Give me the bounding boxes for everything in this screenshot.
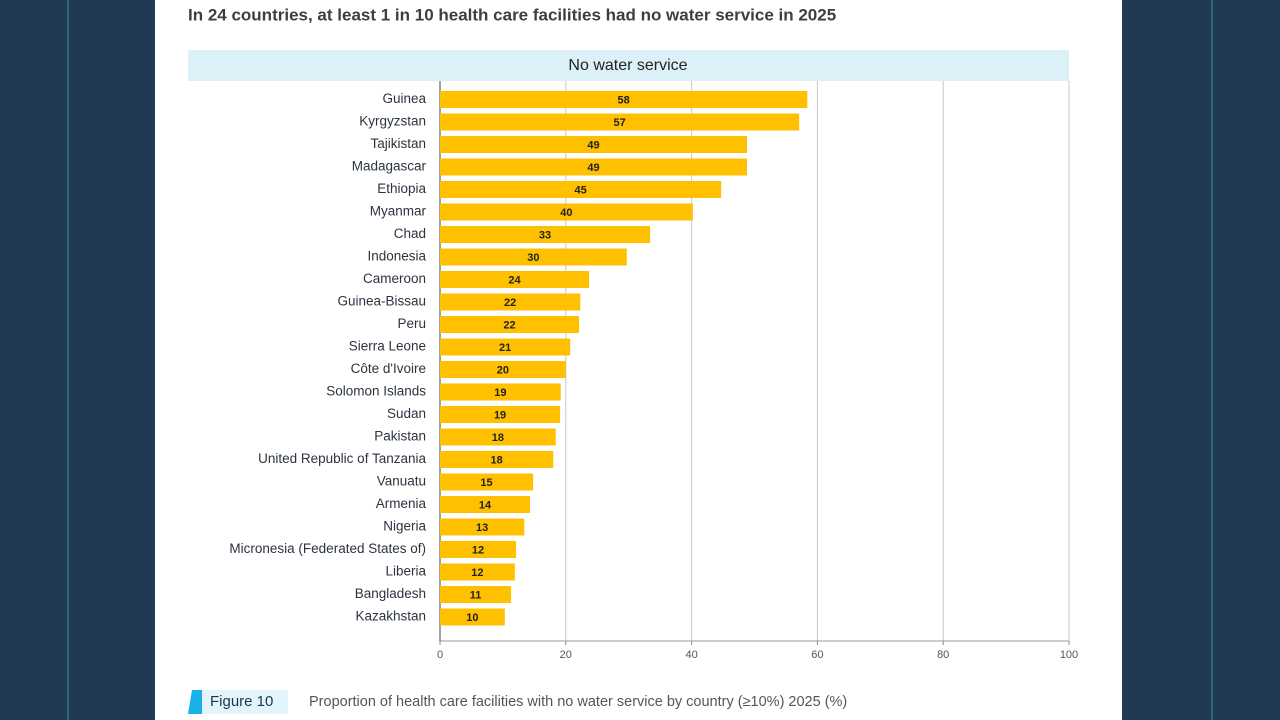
bar — [440, 541, 517, 558]
y-tick-label: Peru — [397, 316, 426, 331]
y-tick-label: United Republic of Tanzania — [258, 451, 426, 466]
y-tick-label: Madagascar — [352, 159, 427, 174]
figure-caption: Proportion of health care facilities wit… — [309, 694, 847, 710]
y-tick-label: Micronesia (Federated States of) — [229, 541, 426, 556]
bar — [440, 383, 561, 401]
figure-label: Figure 10 — [210, 693, 273, 710]
bar — [440, 608, 505, 626]
bar — [440, 563, 515, 581]
y-tick-label: Pakistan — [374, 429, 426, 444]
bar — [440, 113, 800, 131]
value-label: 19 — [494, 409, 506, 421]
value-label: 58 — [618, 94, 630, 106]
bar — [440, 293, 581, 311]
x-tick-label: 40 — [685, 649, 697, 661]
value-label: 49 — [587, 139, 599, 151]
value-label: 12 — [471, 567, 483, 579]
y-tick-label: Sudan — [387, 406, 426, 421]
figure-badge — [202, 690, 288, 714]
value-label: 40 — [560, 207, 572, 219]
y-tick-label: Bangladesh — [355, 586, 426, 601]
value-label: 22 — [503, 319, 515, 331]
y-tick-label: Côte d'Ivoire — [351, 361, 426, 376]
x-tick-label: 0 — [437, 649, 443, 661]
y-tick-label: Liberia — [385, 564, 426, 579]
bar — [440, 136, 747, 153]
y-tick-label: Nigeria — [383, 519, 426, 534]
bar — [440, 203, 693, 221]
y-tick-label: Indonesia — [367, 249, 426, 264]
y-tick-label: Kazakhstan — [355, 609, 426, 624]
y-tick-label: Kyrgyzstan — [359, 114, 426, 129]
value-label: 33 — [539, 229, 551, 241]
y-tick-label: Chad — [394, 226, 426, 241]
value-label: 24 — [508, 274, 521, 286]
value-label: 10 — [466, 612, 478, 624]
x-tick-label: 20 — [560, 649, 572, 661]
value-label: 49 — [587, 162, 599, 174]
x-tick-label: 60 — [811, 649, 823, 661]
y-tick-label: Vanuatu — [377, 474, 426, 489]
bar — [440, 406, 561, 423]
value-label: 15 — [480, 477, 492, 489]
y-tick-label: Guinea-Bissau — [337, 294, 426, 309]
header-band — [188, 50, 1069, 81]
bar — [440, 271, 590, 288]
bar — [440, 428, 556, 446]
bar — [440, 316, 580, 333]
bar — [440, 361, 566, 378]
bar — [440, 496, 530, 513]
value-label: 57 — [613, 117, 625, 129]
y-tick-label: Solomon Islands — [326, 384, 426, 399]
bar — [440, 586, 512, 603]
value-label: 20 — [497, 364, 509, 376]
value-label: 11 — [470, 589, 482, 601]
bar — [440, 518, 525, 536]
y-tick-label: Guinea — [382, 91, 426, 106]
value-label: 22 — [504, 297, 516, 309]
chart-title: In 24 countries, at least 1 in 10 health… — [188, 5, 836, 24]
bar — [440, 248, 627, 266]
value-label: 21 — [499, 342, 511, 354]
y-tick-label: Cameroon — [363, 271, 426, 286]
value-label: 18 — [492, 432, 504, 444]
bar — [440, 158, 747, 176]
x-tick-label: 100 — [1060, 649, 1078, 661]
y-tick-label: Sierra Leone — [349, 339, 426, 354]
bar — [440, 473, 534, 491]
y-tick-label: Myanmar — [370, 204, 427, 219]
value-label: 19 — [494, 387, 506, 399]
bar — [440, 451, 554, 468]
y-tick-label: Ethiopia — [377, 181, 426, 196]
bar — [440, 91, 808, 108]
value-label: 18 — [490, 454, 502, 466]
bar — [440, 226, 651, 243]
bar — [440, 181, 722, 198]
value-label: 45 — [574, 184, 586, 196]
value-label: 30 — [527, 252, 539, 264]
bar — [440, 338, 571, 356]
x-tick-label: 80 — [937, 649, 949, 661]
chart-subtitle: No water service — [568, 57, 687, 74]
y-tick-label: Tajikistan — [370, 136, 426, 151]
y-tick-label: Armenia — [376, 496, 427, 511]
value-label: 13 — [476, 522, 488, 534]
value-label: 12 — [472, 544, 484, 556]
value-label: 14 — [479, 499, 492, 511]
